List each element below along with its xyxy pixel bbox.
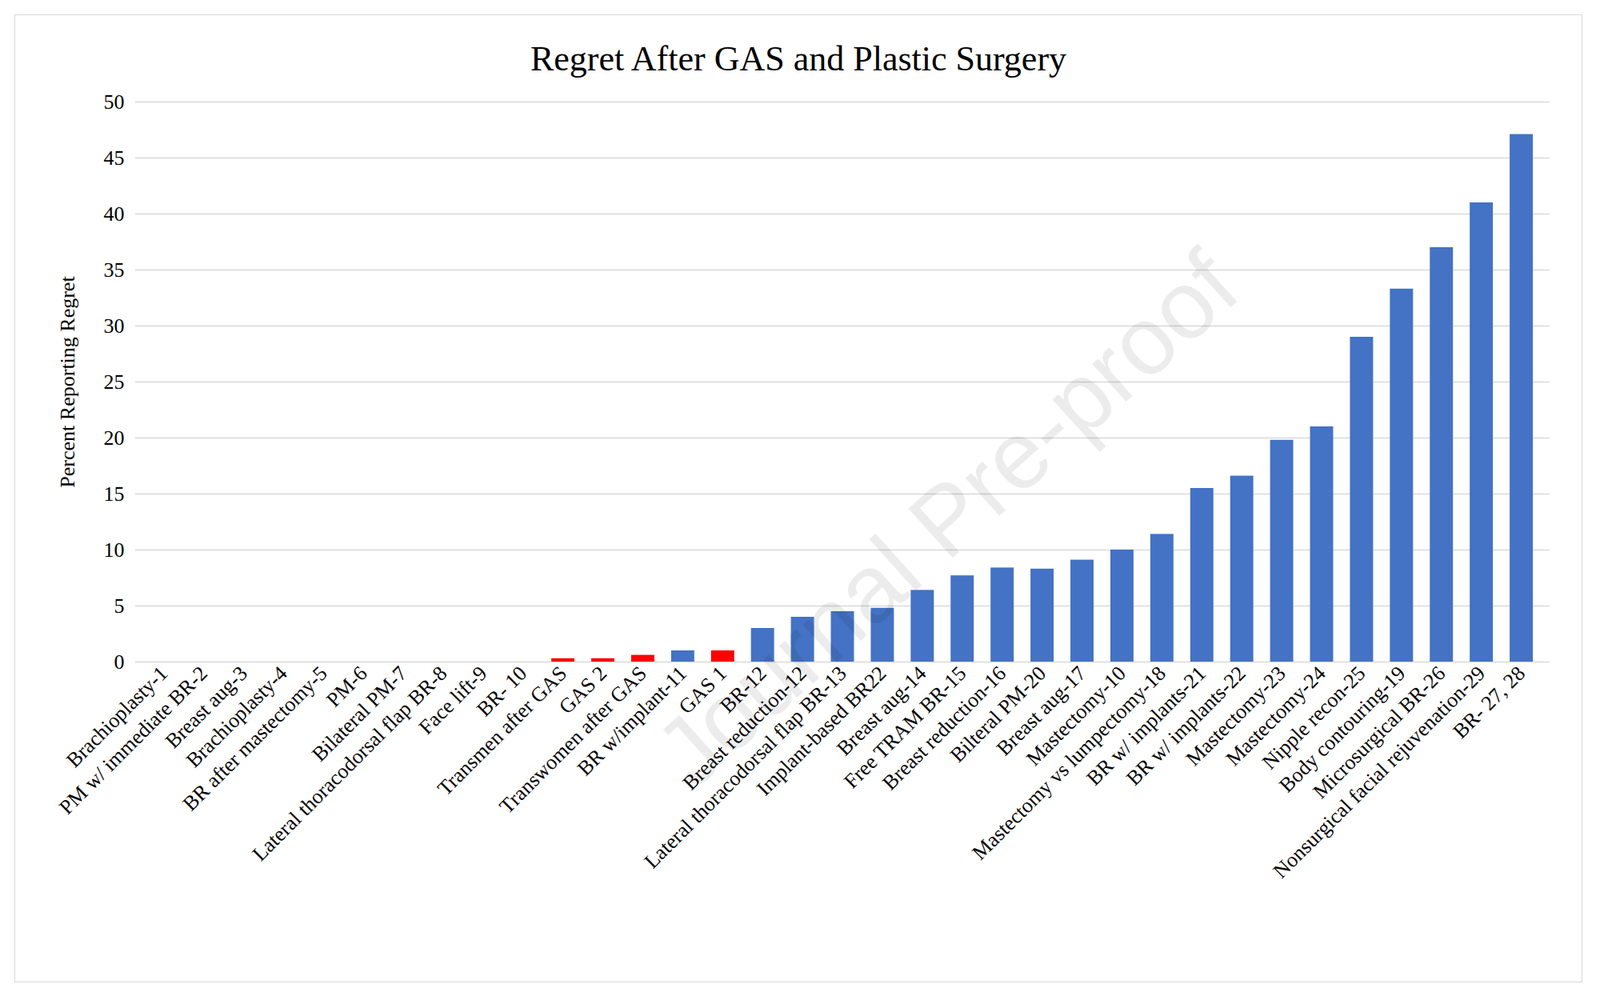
svg-text:0: 0 (114, 650, 125, 674)
svg-text:5: 5 (114, 594, 125, 618)
svg-text:25: 25 (104, 370, 125, 394)
svg-text:35: 35 (104, 258, 125, 282)
svg-text:GAS 1: GAS 1 (674, 661, 732, 719)
svg-text:Lateral thoracodorsal flap BR-: Lateral thoracodorsal flap BR-8 (248, 661, 452, 866)
svg-text:Percent Reporting Regret: Percent Reporting Regret (56, 276, 80, 488)
svg-text:40: 40 (104, 202, 125, 226)
svg-text:Lateral thoracodorsal flap BR-: Lateral thoracodorsal flap BR-13 (640, 661, 852, 873)
svg-text:BR w/implant-11: BR w/implant-11 (572, 661, 692, 780)
svg-text:Transmen after GAS: Transmen after GAS (432, 661, 572, 800)
svg-text:45: 45 (104, 146, 125, 170)
svg-text:Nonsurgical facial rejuvenatio: Nonsurgical facial rejuvenation-29 (1268, 661, 1490, 883)
svg-text:50: 50 (104, 90, 125, 114)
svg-text:20: 20 (104, 426, 125, 450)
svg-text:BR- 27, 28: BR- 27, 28 (1448, 661, 1530, 744)
svg-text:10: 10 (104, 538, 125, 562)
svg-text:30: 30 (104, 314, 125, 338)
svg-text:15: 15 (104, 482, 125, 506)
